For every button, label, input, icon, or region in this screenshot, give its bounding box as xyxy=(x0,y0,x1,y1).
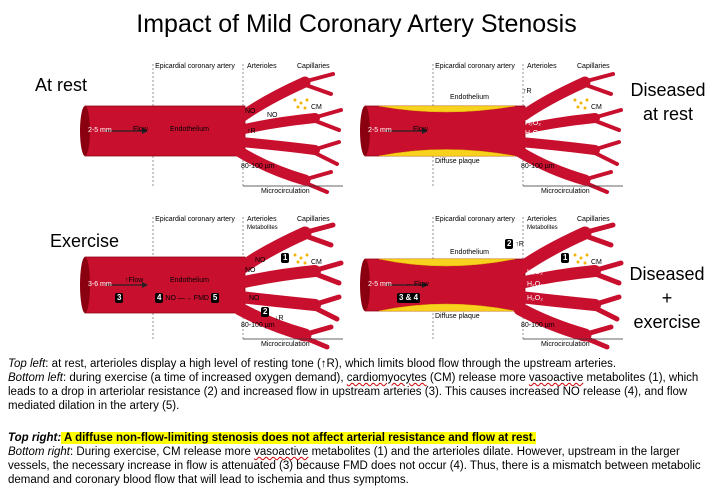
metabolites-label: Metabolites xyxy=(527,225,558,231)
size-label: 80-100 µm xyxy=(241,322,275,329)
panel-rest: Epicardial coronary artery Arterioles Ca… xyxy=(75,60,375,200)
micro-label: Microcirculation xyxy=(541,188,590,195)
artery-exercise-diagram xyxy=(80,217,344,350)
artery-diseased-exercise-diagram xyxy=(360,217,624,350)
micro-label: Microcirculation xyxy=(261,341,310,348)
no-label-1: NO xyxy=(245,108,256,115)
arteriole-branches xyxy=(234,76,320,186)
resistance-label: ↑R xyxy=(247,128,256,135)
resistance-label: ↓R xyxy=(275,315,284,322)
size-label: 80-100 µm xyxy=(521,322,555,329)
epicardial-label: Epicardial coronary artery xyxy=(435,216,515,223)
cm-label: CM xyxy=(591,259,602,266)
cm-label: CM xyxy=(311,104,322,111)
epicardial-label: Epicardial coronary artery xyxy=(435,63,515,70)
plaque-top xyxy=(378,105,516,113)
arterioles-label: Arterioles xyxy=(247,63,277,70)
label-at-rest: At rest xyxy=(35,75,88,95)
resistance-label: ↑R xyxy=(523,88,532,95)
epicardial-label: Epicardial coronary artery xyxy=(155,63,235,70)
artery-rest-diagram xyxy=(80,64,343,194)
size-label: 80-100 µm xyxy=(241,163,275,170)
h2o2-label-2: H₂O₂ xyxy=(527,281,543,288)
flow-label: Flow xyxy=(133,126,148,133)
caption-bottom-left: Bottom left: during exercise (a time of … xyxy=(8,372,699,412)
no-fmd-line: 4 NO —→ FMD 5 xyxy=(155,293,220,303)
diameter-label: 2-5 mm xyxy=(88,127,112,134)
panel-diseased-exercise: Epicardial coronary artery Arterioles Me… xyxy=(355,213,655,353)
plaque-bottom xyxy=(378,149,516,157)
arterioles-label: Arterioles xyxy=(527,216,557,223)
flow-label: ↑Flow xyxy=(125,277,144,284)
capillaries-label: Capillaries xyxy=(577,216,610,223)
badge-1: 1 xyxy=(281,253,290,263)
flow-label: Flow xyxy=(413,126,428,133)
caption-bottom-right: Bottom right: During exercise, CM releas… xyxy=(8,446,701,486)
label-diseased-exercise: Diseased + exercise xyxy=(629,264,705,332)
micro-label: Microcirculation xyxy=(261,188,310,195)
capillaries-label: Capillaries xyxy=(297,216,330,223)
flow-label: ↔ Flow xyxy=(405,281,429,288)
no-label-3: NO xyxy=(249,295,260,302)
caption-top-right: Top right: A diffuse non-flow-limiting s… xyxy=(8,432,536,444)
endothelium-label: Endothelium xyxy=(450,249,489,256)
endothelium-label: Endothelium xyxy=(450,94,489,101)
endothelium-label: Endothelium xyxy=(170,277,209,284)
label-exercise: Exercise xyxy=(50,231,120,251)
artery-opening xyxy=(80,106,90,156)
no-label-2: NO xyxy=(245,267,256,274)
badge-3-4: 3 & 4 xyxy=(397,293,421,303)
diameter-label: 2-5 mm xyxy=(368,281,392,288)
arterioles-label: Arterioles xyxy=(527,63,557,70)
panel-exercise: Epicardial coronary artery Arterioles Me… xyxy=(75,213,375,353)
badge-2: 2 xyxy=(261,307,270,317)
cm-dots xyxy=(293,98,309,110)
endothelium-label: Endothelium xyxy=(170,126,209,133)
caption-top-left: Top left: at rest, arterioles display a … xyxy=(8,358,617,370)
panel-diseased-rest: Epicardial coronary artery Arterioles Ca… xyxy=(355,60,655,200)
micro-label: Microcirculation xyxy=(541,341,590,348)
no-label-2: NO xyxy=(267,112,278,119)
no-label-1: NO xyxy=(255,257,266,264)
h2o2-label-3: H₂O₂ xyxy=(527,295,543,302)
artery-diseased-rest-diagram xyxy=(360,64,623,194)
diameter-label: 3-6 mm xyxy=(88,281,112,288)
size-label: 80-100 µm xyxy=(521,163,555,170)
diameter-label: 2-5 mm xyxy=(368,127,392,134)
metabolites-label: Metabolites xyxy=(247,225,278,231)
capillary-branches xyxy=(301,72,343,194)
page-title: Impact of Mild Coronary Artery Stenosis xyxy=(136,10,577,38)
resistance-line: 2 ↑R xyxy=(505,239,524,249)
cm-label: CM xyxy=(311,259,322,266)
cm-label: CM xyxy=(591,104,602,111)
plaque-label: Diffuse plaque xyxy=(435,158,480,165)
capillaries-label: Capillaries xyxy=(577,63,610,70)
plaque-label: Diffuse plaque xyxy=(435,313,480,320)
label-diseased-rest: Diseased at rest xyxy=(630,80,706,124)
h2o2-label-1: H₂O₂ xyxy=(527,269,543,276)
epicardial-label: Epicardial coronary artery xyxy=(155,216,235,223)
arterioles-label: Arterioles xyxy=(247,216,277,223)
badge-3: 3 xyxy=(115,293,124,303)
h2o2-label-2: H₂O₂ xyxy=(525,130,541,137)
capillaries-label: Capillaries xyxy=(297,63,330,70)
h2o2-label-1: H₂O₂ xyxy=(525,120,541,127)
badge-1: 1 xyxy=(561,253,570,263)
